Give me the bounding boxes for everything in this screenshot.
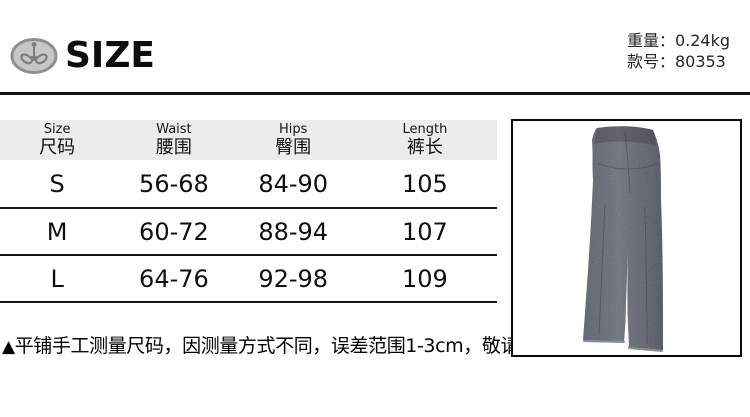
cell-waist: 64-76 xyxy=(114,255,234,303)
cell-length: 107 xyxy=(352,208,497,256)
weight-row: 重量：0.24kg xyxy=(627,30,730,51)
cell-length: 105 xyxy=(352,160,497,209)
column-header-waist: Waist 腰围 xyxy=(114,120,234,160)
column-header-size: Size 尺码 xyxy=(0,120,115,160)
top-divider-line xyxy=(0,92,750,95)
triangle-marker-icon: ▲ xyxy=(2,337,15,357)
cell-hips: 84-90 xyxy=(233,160,353,209)
measurement-note: ▲平铺手工测量尺码，因测量方式不同，误差范围1-3cm，敬请谅解 xyxy=(2,334,557,360)
column-hips-zh: 臀围 xyxy=(275,136,312,158)
cell-size: L xyxy=(0,255,115,303)
size-table-header-row: Size 尺码 Waist 腰围 Hips 臀围 Length 裤长 xyxy=(0,120,497,160)
style-number-value: 80353 xyxy=(674,52,726,71)
brand-logo-icon xyxy=(10,38,58,74)
product-photo xyxy=(511,119,742,357)
weight-label: 重量： xyxy=(626,31,675,50)
column-waist-en: Waist xyxy=(156,121,192,137)
cell-hips: 92-98 xyxy=(233,255,353,303)
cell-size: S xyxy=(0,160,115,209)
column-hips-en: Hips xyxy=(278,121,308,137)
cell-length: 109 xyxy=(352,255,497,303)
cell-hips: 88-94 xyxy=(233,208,353,256)
column-length-zh: 裤长 xyxy=(406,136,443,158)
size-table: Size 尺码 Waist 腰围 Hips 臀围 Length 裤长 xyxy=(0,120,497,303)
pants-image xyxy=(583,126,663,352)
column-length-en: Length xyxy=(402,121,448,137)
style-number-label: 款号： xyxy=(626,52,675,71)
size-title: SIZE xyxy=(65,35,156,76)
measurement-note-text: 平铺手工测量尺码，因测量方式不同，误差范围1-3cm，敬请谅解 xyxy=(14,335,557,357)
column-header-hips: Hips 臀围 xyxy=(233,120,353,160)
table-row-s: S 56-68 84-90 105 xyxy=(0,160,497,209)
cell-waist: 60-72 xyxy=(114,208,234,256)
style-number-row: 款号：80353 xyxy=(627,51,730,72)
cell-waist: 56-68 xyxy=(114,160,234,209)
column-size-zh: 尺码 xyxy=(39,136,76,158)
product-info: 重量：0.24kg 款号：80353 xyxy=(627,30,730,72)
table-row-l: L 64-76 92-98 109 xyxy=(0,255,497,303)
weight-value: 0.24kg xyxy=(674,31,730,50)
cell-size: M xyxy=(0,208,115,256)
brand-header: SIZE xyxy=(10,36,155,76)
column-header-length: Length 裤长 xyxy=(352,120,497,160)
table-row-m: M 60-72 88-94 107 xyxy=(0,208,497,256)
column-size-en: Size xyxy=(43,121,71,137)
column-waist-zh: 腰围 xyxy=(155,136,192,158)
